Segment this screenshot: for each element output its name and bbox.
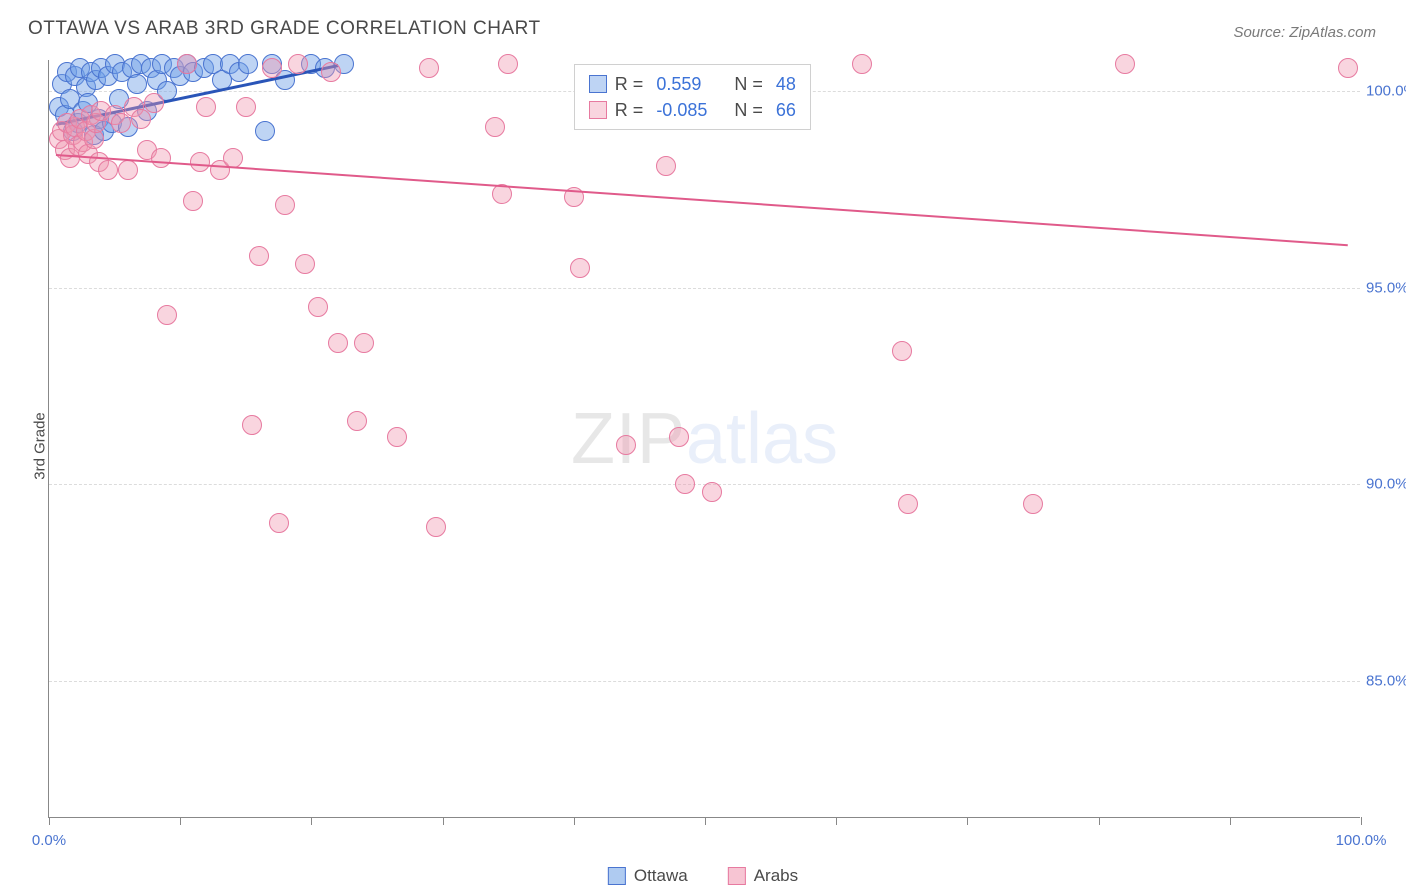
legend-row: R = 0.559 N = 48	[589, 71, 796, 97]
x-tick	[443, 817, 444, 825]
data-point	[151, 148, 171, 168]
legend-item: Arabs	[728, 866, 798, 886]
legend-label: Ottawa	[634, 866, 688, 886]
data-point	[183, 191, 203, 211]
legend-row: R = -0.085 N = 66	[589, 97, 796, 123]
data-point	[308, 297, 328, 317]
data-point	[269, 513, 289, 533]
data-point	[196, 97, 216, 117]
legend-n-label: N =	[734, 71, 768, 97]
data-point	[656, 156, 676, 176]
data-point	[242, 415, 262, 435]
legend-r-label: R =	[615, 97, 649, 123]
data-point	[347, 411, 367, 431]
data-point	[98, 160, 118, 180]
legend-n-label: N =	[734, 97, 768, 123]
x-tick	[180, 817, 181, 825]
legend-swatch	[608, 867, 626, 885]
legend-swatch	[728, 867, 746, 885]
trend-line	[55, 154, 1347, 246]
gridline	[49, 681, 1360, 682]
legend-r-value: -0.085	[656, 97, 726, 123]
data-point	[498, 54, 518, 74]
x-tick	[1099, 817, 1100, 825]
data-point	[426, 517, 446, 537]
data-point	[131, 109, 151, 129]
x-tick	[705, 817, 706, 825]
data-point	[295, 254, 315, 274]
legend-item: Ottawa	[608, 866, 688, 886]
data-point	[1338, 58, 1358, 78]
x-tick	[1361, 817, 1362, 825]
data-point	[675, 474, 695, 494]
legend-swatch	[589, 75, 607, 93]
data-point	[111, 113, 131, 133]
data-point	[1115, 54, 1135, 74]
data-point	[238, 54, 258, 74]
data-point	[262, 58, 282, 78]
data-point	[190, 152, 210, 172]
legend-n-value: 66	[776, 97, 796, 123]
data-point	[616, 435, 636, 455]
legend-label: Arabs	[754, 866, 798, 886]
chart-title: OTTAWA VS ARAB 3RD GRADE CORRELATION CHA…	[28, 18, 541, 40]
watermark: ZIPatlas	[571, 398, 838, 480]
y-tick-label: 90.0%	[1366, 476, 1406, 493]
gridline	[49, 288, 1360, 289]
plot-area: ZIPatlas 100.0%95.0%90.0%85.0%0.0%100.0%…	[48, 60, 1360, 818]
data-point	[177, 54, 197, 74]
legend-swatch	[589, 101, 607, 119]
data-point	[236, 97, 256, 117]
legend-stats: R = 0.559 N = 48 R = -0.085 N = 66	[574, 64, 811, 130]
x-tick	[574, 817, 575, 825]
data-point	[249, 246, 269, 266]
y-axis-label: 3rd Grade	[31, 412, 48, 480]
data-point	[127, 74, 147, 94]
data-point	[419, 58, 439, 78]
data-point	[157, 305, 177, 325]
watermark-atlas: atlas	[686, 399, 838, 479]
data-point	[354, 333, 374, 353]
x-tick	[836, 817, 837, 825]
data-point	[669, 427, 689, 447]
data-point	[852, 54, 872, 74]
x-tick	[49, 817, 50, 825]
legend-n-value: 48	[776, 71, 796, 97]
legend-r-value: 0.559	[656, 71, 726, 97]
data-point	[570, 258, 590, 278]
legend-r-label: R =	[615, 71, 649, 97]
data-point	[892, 341, 912, 361]
x-tick-label: 0.0%	[32, 832, 66, 849]
data-point	[118, 160, 138, 180]
y-tick-label: 95.0%	[1366, 279, 1406, 296]
data-point	[144, 93, 164, 113]
data-point	[1023, 494, 1043, 514]
x-tick	[1230, 817, 1231, 825]
data-point	[485, 117, 505, 137]
data-point	[275, 195, 295, 215]
x-tick	[311, 817, 312, 825]
data-point	[255, 121, 275, 141]
x-tick-label: 100.0%	[1336, 832, 1387, 849]
data-point	[328, 333, 348, 353]
data-point	[288, 54, 308, 74]
legend-bottom: Ottawa Arabs	[608, 866, 798, 886]
data-point	[898, 494, 918, 514]
y-tick-label: 100.0%	[1366, 83, 1406, 100]
data-point	[321, 62, 341, 82]
data-point	[387, 427, 407, 447]
data-point	[702, 482, 722, 502]
y-tick-label: 85.0%	[1366, 672, 1406, 689]
source-label: Source: ZipAtlas.com	[1233, 24, 1376, 41]
x-tick	[967, 817, 968, 825]
